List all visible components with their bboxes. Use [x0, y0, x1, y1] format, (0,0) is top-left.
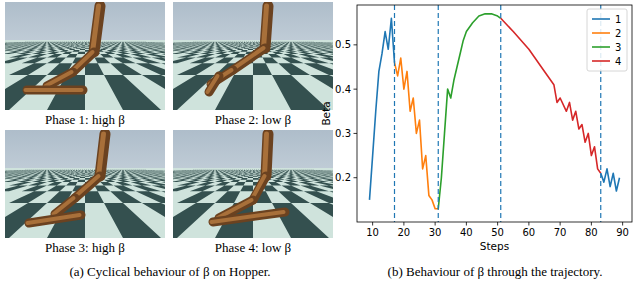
hopper-limb-shade [212, 212, 284, 222]
y-tick [354, 133, 358, 134]
x-tick-label: 10 [366, 227, 379, 238]
hopper-limb-shade [232, 48, 264, 70]
legend-label: 2 [615, 28, 621, 39]
y-tick [354, 44, 358, 45]
caption: (b) Behaviour of β through the trajector… [388, 264, 603, 279]
x-tick-label: 30 [429, 227, 442, 238]
panel-caption: Phase 2: low β [215, 112, 292, 127]
legend-swatch [592, 46, 610, 48]
x-tick-label: 70 [554, 227, 567, 238]
legend-swatch [592, 18, 610, 20]
panel-caption: Phase 1: high β [45, 112, 125, 127]
x-tick [403, 222, 404, 226]
x-tick [591, 222, 592, 226]
plot-marks [370, 5, 620, 222]
figure: Phase 1: high β Phase 2: low β Phase 3: hi… [0, 0, 640, 283]
y-tick [354, 89, 358, 90]
checkerboard [173, 170, 333, 238]
legend-label: 3 [615, 42, 621, 53]
x-tick [528, 222, 529, 226]
hopper-limb-shade [208, 76, 218, 92]
legend-label: 1 [615, 14, 621, 25]
x-tick-label: 20 [398, 227, 411, 238]
x-tick [466, 222, 467, 226]
x-tick [435, 222, 436, 226]
hopper-limb-shade [28, 215, 80, 223]
phase-boundary [438, 5, 439, 222]
hopper-limb-shade [54, 198, 74, 214]
legend-label: 4 [615, 56, 621, 67]
hopper-limb-shade [93, 6, 99, 52]
phase-boundary [500, 5, 501, 222]
plot-area [357, 5, 632, 222]
y-axis-label: Beta [320, 101, 332, 125]
hopper-limb-shade [26, 88, 82, 92]
checkerboard [5, 42, 165, 110]
y-tick-label: 0.4 [335, 84, 351, 95]
panel-scene [5, 2, 165, 110]
hopper-limb-shade [264, 6, 267, 48]
legend-swatch [592, 60, 610, 62]
x-tick [560, 222, 561, 226]
chart: 10 20 30 40 50 60 70 80 90 0.2 0.3 0.4 0.5 Steps Beta 1… [320, 5, 632, 252]
x-tick-label: 90 [616, 227, 629, 238]
y-tick-label: 0.2 [335, 172, 351, 183]
checkerboard [173, 42, 333, 110]
hopper-limb-shade [46, 72, 72, 86]
y-tick [354, 177, 358, 178]
caption: (a) Cyclical behaviour of β on Hopper. [69, 264, 270, 279]
y-tick-label: 0.5 [335, 39, 351, 50]
y-tick-label: 0.3 [335, 128, 351, 139]
panel-scene [173, 130, 333, 238]
x-tick-label: 40 [460, 227, 473, 238]
checkerboard [5, 170, 165, 238]
x-axis-label: Steps [480, 240, 509, 252]
legend: 1 2 3 4 [587, 9, 627, 71]
hopper-limb-shade [99, 134, 104, 176]
series-line [370, 18, 620, 200]
x-tick [622, 222, 623, 226]
phase-boundary [394, 5, 395, 222]
series-line [438, 14, 501, 209]
x-tick [372, 222, 373, 226]
panel-caption: Phase 3: high β [45, 240, 125, 255]
x-tick-label: 80 [585, 227, 598, 238]
series-line [395, 58, 439, 209]
x-tick-label: 50 [491, 227, 504, 238]
series-line [501, 18, 601, 173]
panel-caption: Phase 4: low β [215, 240, 292, 255]
x-tick [497, 222, 498, 226]
axes-frame [357, 5, 632, 222]
hopper-limb-shade [265, 134, 267, 176]
legend-swatch [592, 32, 610, 34]
panel-scene [173, 2, 333, 110]
panel-scene [5, 130, 165, 238]
x-tick-label: 60 [523, 227, 536, 238]
legend-box [587, 9, 627, 71]
